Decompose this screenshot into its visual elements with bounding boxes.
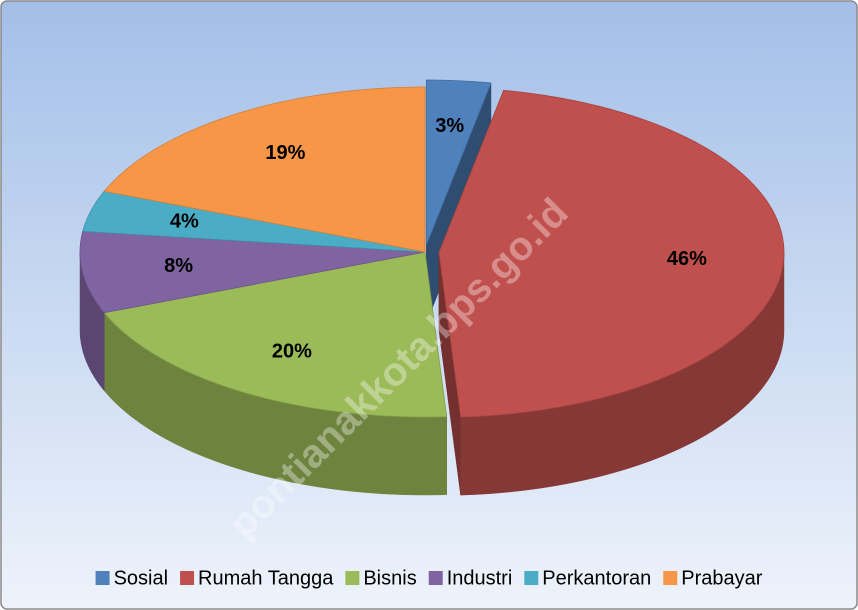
data-label: 3% [435,115,464,137]
data-label: 4% [170,211,199,233]
data-label: 19% [265,142,305,164]
data-label: 8% [164,255,193,277]
data-label: 46% [667,248,707,270]
legend-label: Bisnis [363,567,416,589]
pie-tops [79,79,785,418]
slice [425,79,492,246]
slice [438,89,785,418]
data-labels: 3% 46% 20% 8% 4% 19% [164,115,707,363]
legend-label: Rumah Tangga [198,567,334,589]
data-label: 20% [272,341,312,363]
legend-swatch [524,571,539,585]
legend-label: Perkantoran [542,567,651,589]
legend-label: Prabayar [681,567,762,589]
slice [79,230,426,314]
slice [103,86,426,253]
legend-swatch [663,571,678,585]
legend-swatch [428,571,443,585]
legend-swatch [180,571,195,585]
slice [82,190,426,253]
legend: Sosial Rumah Tangga Bisnis Industri Perkanto… [95,567,763,589]
legend-label: Sosial [114,567,168,589]
legend-label: Industri [447,567,513,589]
legend-swatch [345,571,360,585]
legend-swatch [95,571,110,585]
slice [103,251,448,418]
